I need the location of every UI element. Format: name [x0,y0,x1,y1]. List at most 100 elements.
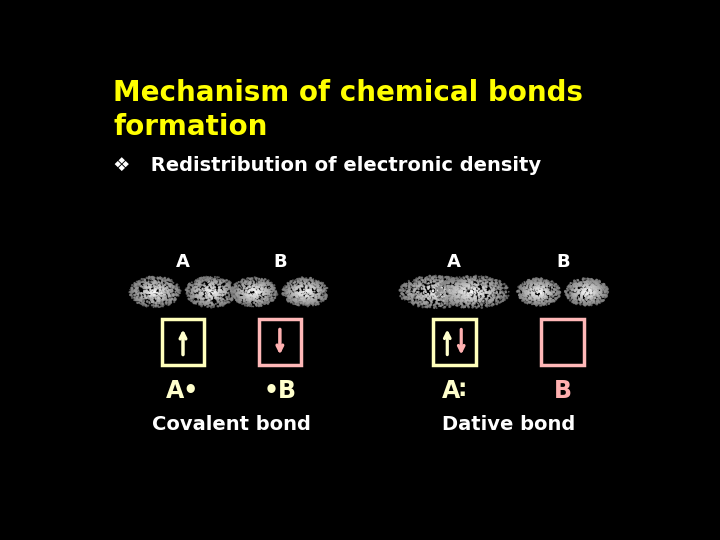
Point [450,287,462,295]
Point [293,294,305,302]
Point [599,283,611,292]
Point [284,295,295,303]
Point [480,296,492,305]
Point [486,301,498,310]
Point [200,275,212,284]
Point [163,300,175,308]
Point [477,286,488,294]
Point [320,294,331,303]
Point [594,299,606,307]
Point [459,285,470,293]
Point [160,280,171,289]
Point [600,292,612,301]
Point [164,281,176,290]
Point [307,276,318,285]
Point [462,291,473,299]
Point [187,297,199,306]
Point [212,302,223,310]
Point [215,280,226,289]
Point [265,285,276,293]
Point [464,276,475,285]
Point [592,294,603,303]
Text: •B: •B [264,379,297,403]
Point [289,288,301,297]
Point [459,279,470,288]
Point [598,286,610,294]
Point [441,296,452,305]
Point [433,289,444,298]
Point [574,280,585,289]
Point [125,291,137,299]
Point [214,286,225,294]
Point [301,291,312,300]
Point [157,291,168,300]
Point [215,290,226,299]
Point [480,279,492,287]
Point [460,287,472,296]
Point [285,298,297,306]
Point [299,295,310,304]
Point [491,288,503,297]
Point [257,284,269,292]
Point [264,280,275,288]
Point [158,285,170,294]
Point [445,292,456,301]
Point [223,277,235,286]
Point [446,301,458,309]
Point [305,282,317,291]
Point [541,279,553,288]
Point [319,288,330,297]
Point [528,299,540,308]
Point [131,292,143,301]
Point [255,281,266,289]
Point [150,301,161,310]
Point [459,296,470,305]
Point [435,273,446,281]
Point [572,280,584,288]
Point [251,294,263,302]
Point [474,298,485,306]
Point [447,289,459,298]
Point [472,286,484,295]
Point [534,299,545,308]
Point [446,274,458,283]
Point [523,276,534,285]
Point [410,275,421,284]
Point [480,278,492,287]
Point [288,286,300,294]
Point [183,294,194,303]
Point [450,286,462,295]
Point [463,284,474,293]
Point [446,281,457,289]
Point [197,301,208,309]
Point [541,286,553,295]
Point [585,281,597,289]
Point [467,287,478,296]
Point [131,289,143,298]
Point [454,286,466,294]
Point [233,281,245,290]
Point [190,276,202,285]
Point [439,289,451,298]
Point [263,288,274,296]
Point [307,299,318,307]
Point [419,299,431,308]
Point [433,276,445,285]
Point [197,290,209,299]
Point [200,299,212,307]
Point [421,292,433,300]
Point [218,295,230,303]
Point [493,292,505,300]
Point [438,288,449,296]
Point [311,298,323,306]
Point [452,289,464,298]
Point [539,296,551,305]
Point [194,300,205,308]
Point [197,300,209,308]
Point [486,280,498,289]
Point [451,296,463,305]
Point [449,300,460,308]
Point [251,274,263,282]
Point [592,284,603,292]
Point [585,275,597,284]
